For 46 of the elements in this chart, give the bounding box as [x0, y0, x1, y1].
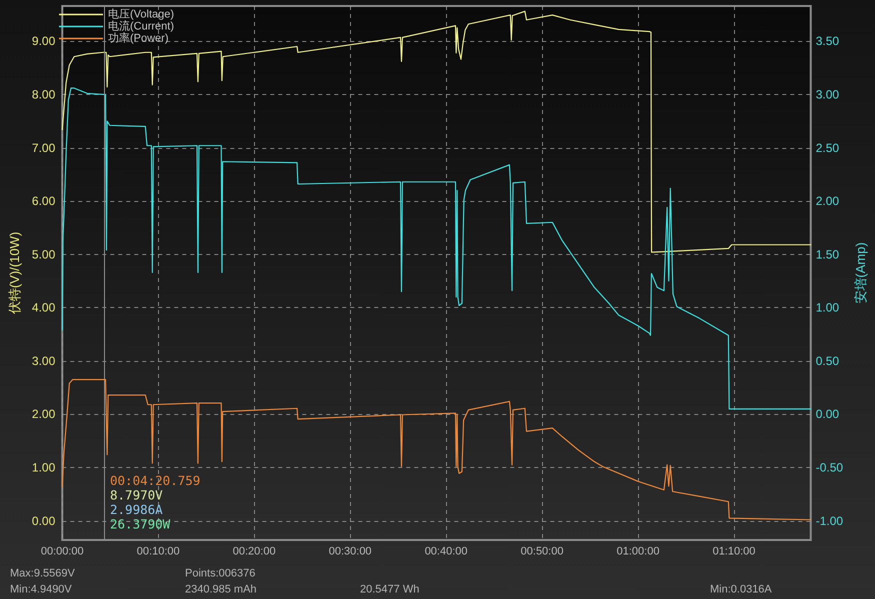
y2-tick-label: 0.50 [816, 354, 840, 368]
y2-tick-label: 0.00 [816, 407, 840, 422]
text: Max:9.5569V [10, 568, 76, 580]
y2-tick-label: 2.50 [816, 140, 840, 155]
text: Min:0.0316A [710, 584, 772, 596]
line-series [62, 10, 812, 253]
x-tick-label: 00:30:00 [328, 546, 372, 558]
y-tick-label: 9.00 [32, 34, 56, 48]
text: 2340.985 mAh [185, 584, 257, 596]
text: Min:4.9490V [10, 584, 72, 596]
y2-tick-label: 1.50 [816, 247, 840, 262]
annotation: 00:04:20.759 [110, 473, 200, 488]
y-tick-label: 5.00 [32, 247, 56, 262]
x-tick-label: 00:10:00 [136, 546, 180, 558]
y2-tick-label: 1.00 [816, 300, 840, 315]
y2-tick-label: 3.00 [816, 87, 840, 102]
x-tick-label: 01:10:00 [712, 546, 756, 558]
y-tick-label: 1.00 [32, 460, 56, 475]
y-tick-label: 0.00 [32, 514, 56, 528]
x-tick-label: 00:00:00 [40, 546, 84, 558]
y2-axis-title: 安培(Amp) [853, 242, 868, 304]
y-tick-label: 7.00 [32, 140, 56, 155]
annotation: 2.9986A [110, 502, 164, 517]
line-series [62, 88, 812, 410]
y2-tick-label: 2.00 [816, 194, 840, 208]
annotation: 8.7970V [110, 488, 164, 502]
line-series [62, 379, 812, 520]
y-tick-label: 3.00 [32, 354, 56, 368]
x-tick-label: 00:50:00 [520, 546, 564, 558]
y2-tick-label: -1.00 [816, 514, 844, 528]
y-tick-label: 2.00 [32, 407, 56, 422]
legend-label: 电压(Voltage) [108, 8, 174, 20]
y-tick-label: 8.00 [32, 87, 56, 102]
y2-tick-label: -0.50 [816, 460, 844, 475]
annotation: 26.3790W [110, 516, 171, 532]
y2-tick-label: 3.50 [816, 34, 840, 48]
x-tick-label: 00:40:00 [424, 546, 468, 558]
y-axis-title: 伏特(V)/(10W) [7, 232, 22, 314]
x-tick-label: 01:00:00 [616, 546, 660, 558]
text: Points:006376 [185, 568, 256, 580]
legend-label: 功率(Power) [108, 32, 169, 44]
y-tick-label: 6.00 [32, 194, 56, 208]
x-tick-label: 00:20:00 [232, 546, 276, 558]
text: 20.5477 Wh [360, 584, 420, 596]
y-tick-label: 4.00 [32, 300, 56, 315]
legend-label: 电流(Current) [108, 20, 174, 32]
